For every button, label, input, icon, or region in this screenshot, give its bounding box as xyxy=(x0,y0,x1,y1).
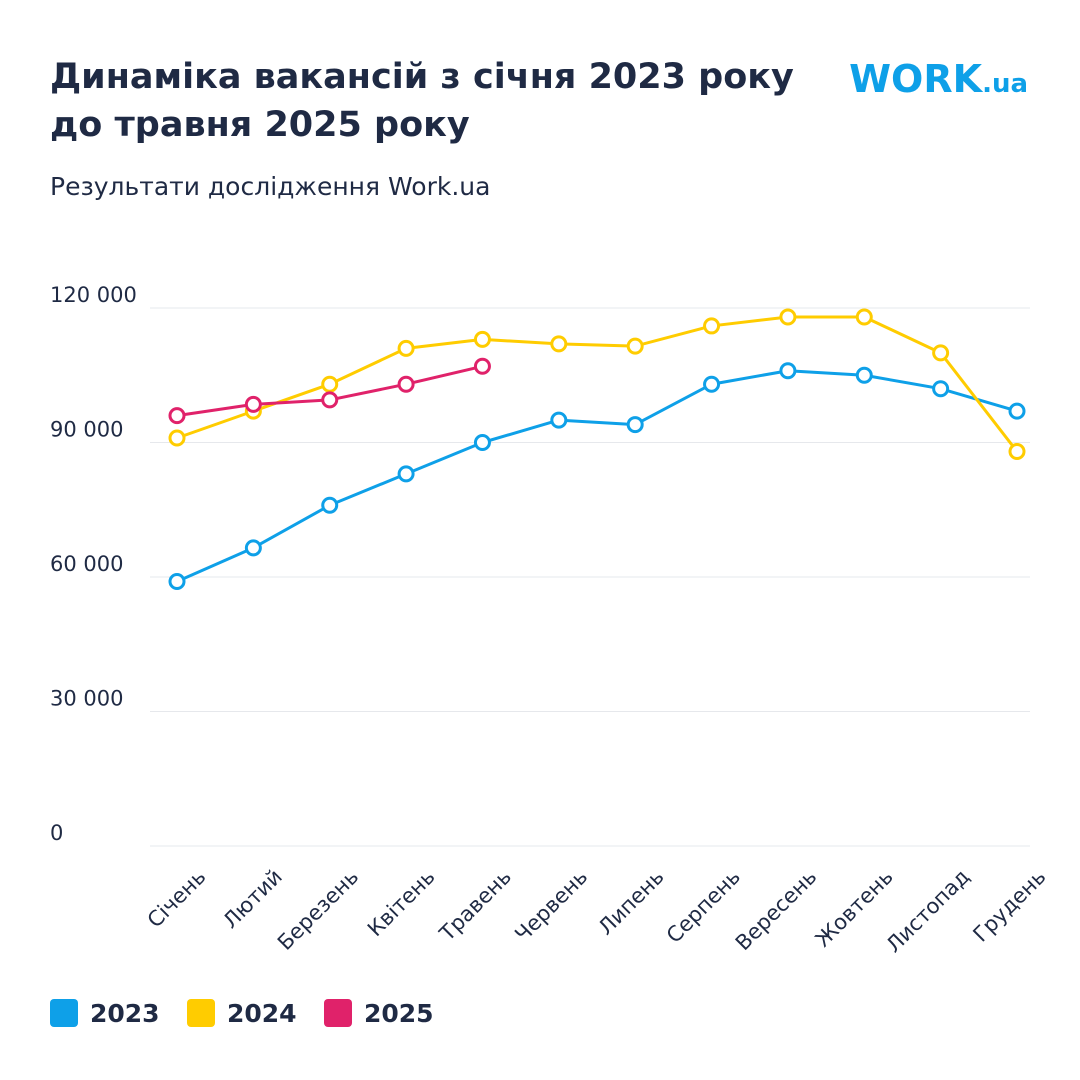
point xyxy=(321,375,339,393)
point xyxy=(244,539,262,557)
point xyxy=(168,572,186,590)
point xyxy=(1008,442,1026,460)
point xyxy=(321,391,339,409)
point xyxy=(321,496,339,514)
point xyxy=(397,339,415,357)
y-tick-label: 0 xyxy=(50,821,63,845)
logo: WORK.ua xyxy=(849,57,1028,101)
series-line xyxy=(176,369,1018,583)
point xyxy=(932,344,950,362)
legend-label: 2023 xyxy=(90,999,160,1028)
legend-swatch xyxy=(187,999,215,1027)
point xyxy=(473,330,491,348)
chart-subtitle: Результати дослідження Work.ua xyxy=(50,172,490,201)
series-line xyxy=(176,315,1019,453)
point xyxy=(397,465,415,483)
point xyxy=(932,380,950,398)
point xyxy=(703,375,721,393)
point xyxy=(473,434,491,451)
point xyxy=(855,308,873,326)
point xyxy=(244,395,262,413)
point xyxy=(473,357,491,375)
legend-swatch xyxy=(50,999,78,1027)
y-tick-label: 90 000 xyxy=(50,418,123,442)
point xyxy=(703,317,721,335)
y-tick-label: 60 000 xyxy=(50,552,123,576)
chart-title: Динаміка вакансій з січня 2023 року xyxy=(50,57,794,97)
chart-title: до травня 2025 року xyxy=(50,105,470,145)
logo-main: WORK xyxy=(849,57,983,101)
point xyxy=(1008,402,1026,420)
y-tick-label: 30 000 xyxy=(50,687,123,711)
logo-suffix: .ua xyxy=(982,69,1028,99)
point xyxy=(626,416,644,434)
legend-label: 2024 xyxy=(227,999,297,1028)
point xyxy=(168,407,186,425)
point xyxy=(626,337,644,355)
point xyxy=(550,335,568,353)
legend-swatch xyxy=(324,999,352,1027)
legend-label: 2025 xyxy=(364,999,434,1028)
point xyxy=(779,308,797,326)
y-tick-label: 120 000 xyxy=(50,283,137,307)
point xyxy=(779,362,797,380)
point xyxy=(550,411,568,429)
point xyxy=(855,366,873,384)
point xyxy=(168,429,186,447)
point xyxy=(397,375,415,393)
